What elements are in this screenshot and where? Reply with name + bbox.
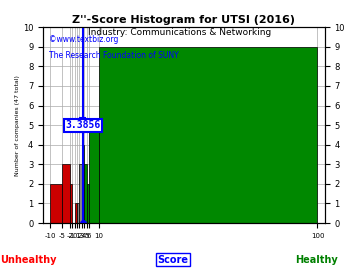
Y-axis label: Number of companies (47 total): Number of companies (47 total) xyxy=(15,75,20,176)
Bar xyxy=(75,204,77,223)
Bar xyxy=(84,164,87,223)
Text: ©www.textbiz.org: ©www.textbiz.org xyxy=(49,35,118,44)
Bar xyxy=(87,184,89,223)
Bar xyxy=(70,184,72,223)
Text: Healthy: Healthy xyxy=(296,255,338,265)
Text: 3.3856: 3.3856 xyxy=(65,120,100,130)
Bar xyxy=(62,164,70,223)
Bar xyxy=(80,164,82,223)
Bar xyxy=(89,125,99,223)
Title: Z''-Score Histogram for UTSI (2016): Z''-Score Histogram for UTSI (2016) xyxy=(72,15,296,25)
Bar xyxy=(50,184,62,223)
Text: Unhealthy: Unhealthy xyxy=(1,255,57,265)
Text: Industry: Communications & Networking: Industry: Communications & Networking xyxy=(88,28,272,37)
Text: The Research Foundation of SUNY: The Research Foundation of SUNY xyxy=(49,51,179,60)
Bar xyxy=(82,145,84,223)
Bar xyxy=(77,204,80,223)
Bar xyxy=(99,47,318,223)
Text: Score: Score xyxy=(157,255,188,265)
